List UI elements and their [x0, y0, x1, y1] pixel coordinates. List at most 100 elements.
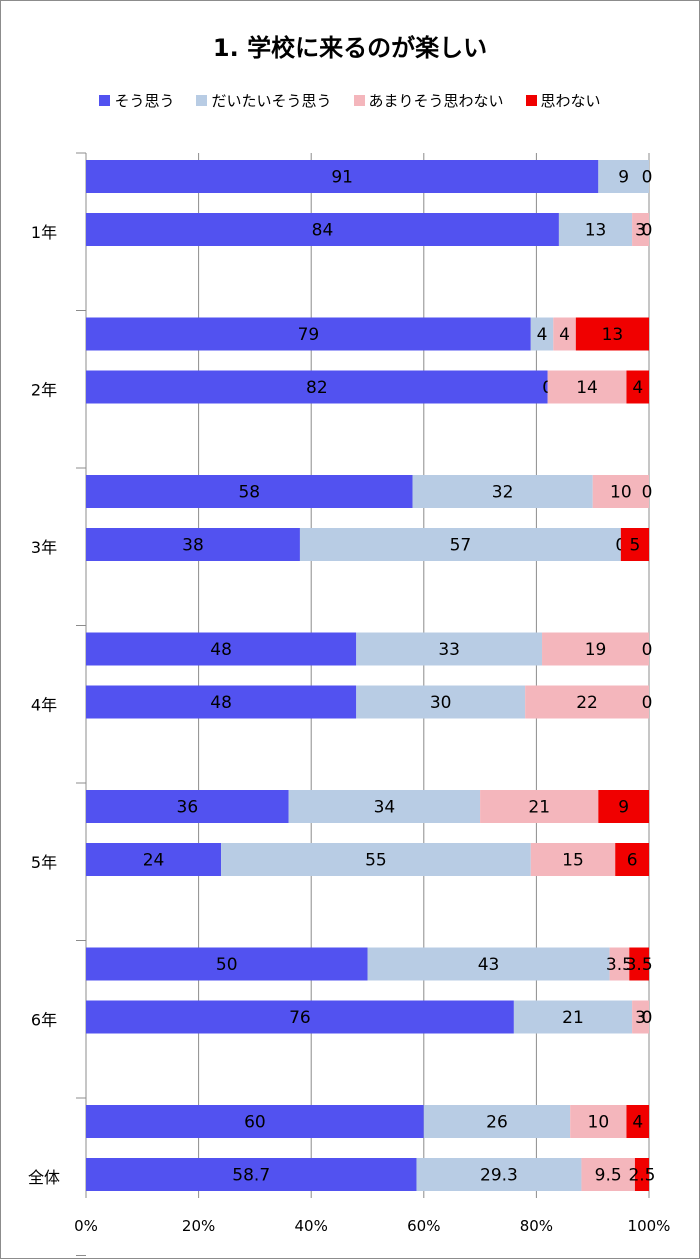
bar-segment-g5-b1-s2	[632, 1000, 649, 1034]
bar-segment-g0-b0-s1	[598, 160, 649, 193]
x-tick-label-0: 0%	[74, 1217, 98, 1235]
x-tick-label-5: 100%	[628, 1217, 671, 1235]
x-tick-label-1: 20%	[182, 1217, 215, 1235]
data-label-g2-b1-s3: 5	[630, 536, 641, 556]
bar-segment-g2-b0-s1	[412, 475, 593, 508]
category-label-2: 3年	[31, 538, 57, 557]
data-label-g0-b1-s0: 84	[312, 221, 334, 241]
bar-segment-g2-b0-s0	[86, 475, 413, 508]
bar-segment-g2-b1-s1	[299, 528, 621, 561]
bar-segment-g6-b0-s3	[626, 1105, 649, 1138]
bar-segment-g2-b1-s3	[620, 528, 649, 561]
bar-segment-g4-b0-s2	[480, 790, 599, 823]
bar-segment-g3-b1-s1	[356, 685, 526, 719]
bar-segment-g4-b0-s1	[288, 790, 481, 823]
bar-segment-g2-b1-s0	[86, 528, 300, 561]
data-label-g3-b1-s1: 30	[430, 693, 452, 713]
bar-segment-g6-b0-s2	[570, 1105, 627, 1138]
bar-segment-g6-b1-s3	[634, 1158, 649, 1191]
legend-swatch-3	[525, 95, 537, 106]
bar-segment-g6-b1-s0	[86, 1158, 417, 1191]
data-label-g1-b1-s0: 82	[306, 378, 328, 398]
data-label-g3-b0-s1: 33	[438, 640, 460, 660]
bar-segment-g5-b0-s1	[367, 947, 610, 981]
bar-segment-g3-b0-s2	[542, 632, 649, 666]
data-label-g6-b1-s1: 29.3	[480, 1166, 518, 1186]
data-label-g5-b1-s3: 0	[642, 1008, 653, 1028]
bar-segment-g1-b0-s2	[553, 317, 576, 351]
data-label-g4-b1-s0: 24	[143, 851, 165, 871]
bar-segment-g4-b1-s0	[86, 843, 222, 876]
data-label-g3-b1-s0: 48	[210, 693, 232, 713]
data-label-g6-b0-s2: 10	[588, 1113, 610, 1133]
chart-legend: そう思う だいたいそう思う あまりそう思わない 思わない	[0, 90, 700, 111]
data-label-g6-b1-s3: 2.5	[628, 1166, 655, 1186]
bar-segment-g5-b0-s3	[629, 947, 649, 981]
bar-segment-g2-b0-s2	[592, 475, 649, 508]
data-label-g6-b1-s0: 58.7	[232, 1166, 270, 1186]
bar-segment-g5-b0-s2	[609, 947, 630, 981]
legend-label-1: だいたいそう思う	[211, 92, 332, 110]
data-label-g2-b1-s1: 57	[450, 536, 472, 556]
legend-swatch-2	[353, 95, 365, 106]
data-label-g5-b0-s3: 3.5	[626, 955, 653, 975]
data-label-g0-b1-s2: 3	[635, 221, 646, 241]
data-label-g6-b0-s0: 60	[244, 1113, 266, 1133]
data-label-g4-b0-s2: 21	[528, 798, 550, 818]
bar-segment-g1-b1-s2	[547, 370, 627, 404]
data-label-g3-b0-s3: 0	[642, 640, 653, 660]
bar-segment-g0-b0-s0	[86, 160, 599, 193]
data-label-g0-b0-s0: 91	[331, 168, 353, 188]
data-label-g2-b0-s0: 58	[238, 483, 260, 503]
bar-segment-g1-b0-s0	[86, 317, 531, 351]
data-label-g3-b0-s0: 48	[210, 640, 232, 660]
legend-item-3: 思わない	[525, 90, 601, 111]
data-label-g0-b1-s3: 0	[642, 221, 653, 241]
data-label-g3-b1-s2: 22	[576, 693, 598, 713]
data-label-g5-b0-s2: 3.5	[606, 955, 633, 975]
data-label-g4-b1-s3: 6	[627, 851, 638, 871]
data-label-g5-b1-s0: 76	[289, 1008, 311, 1028]
data-label-g5-b1-s1: 21	[562, 1008, 584, 1028]
data-label-g4-b0-s0: 36	[177, 798, 199, 818]
bar-segment-g1-b0-s1	[530, 317, 554, 351]
bar-segment-g6-b0-s1	[423, 1105, 571, 1138]
data-label-g3-b0-s2: 19	[585, 640, 607, 660]
chart-title: 1. 学校に来るのが楽しい	[212, 34, 488, 62]
data-label-g1-b0-s2: 4	[559, 325, 570, 345]
category-label-0: 1年	[31, 223, 57, 242]
legend-label-3: 思わない	[540, 92, 601, 110]
bar-segment-g3-b1-s0	[86, 685, 357, 719]
bar-segment-g1-b1-s0	[86, 370, 548, 404]
bar-segment-g4-b1-s2	[530, 843, 616, 876]
bar-segment-g4-b0-s3	[598, 790, 649, 823]
data-label-g6-b0-s3: 4	[632, 1113, 643, 1133]
data-label-g4-b0-s3: 9	[618, 798, 629, 818]
bar-segment-g3-b0-s1	[356, 632, 543, 666]
data-label-g2-b0-s2: 10	[610, 483, 632, 503]
bar-segment-g5-b0-s0	[86, 947, 368, 981]
category-label-1: 2年	[31, 380, 57, 399]
data-label-g6-b1-s2: 9.5	[595, 1166, 622, 1186]
data-label-g1-b0-s3: 13	[602, 325, 624, 345]
bar-segment-g6-b1-s1	[416, 1158, 582, 1191]
data-label-g1-b1-s2: 14	[576, 378, 598, 398]
x-tick-label-3: 60%	[407, 1217, 440, 1235]
x-tick-label-2: 40%	[295, 1217, 328, 1235]
bar-segment-g5-b1-s0	[86, 1000, 514, 1034]
bar-segment-g0-b1-s0	[86, 213, 559, 246]
legend-swatch-1	[196, 95, 208, 106]
data-label-g3-b1-s3: 0	[642, 693, 653, 713]
legend-item-1: だいたいそう思う	[196, 90, 332, 111]
data-label-g4-b1-s1: 55	[365, 851, 387, 871]
bar-segment-g3-b1-s2	[525, 685, 649, 719]
data-label-g2-b0-s1: 32	[492, 483, 514, 503]
x-tick-label-4: 80%	[520, 1217, 553, 1235]
data-label-g4-b0-s1: 34	[374, 798, 396, 818]
bar-segment-g1-b0-s3	[575, 317, 649, 351]
data-label-g0-b0-s1: 9	[618, 168, 629, 188]
data-label-g5-b0-s0: 50	[216, 955, 238, 975]
bar-segment-g3-b0-s0	[86, 632, 357, 666]
